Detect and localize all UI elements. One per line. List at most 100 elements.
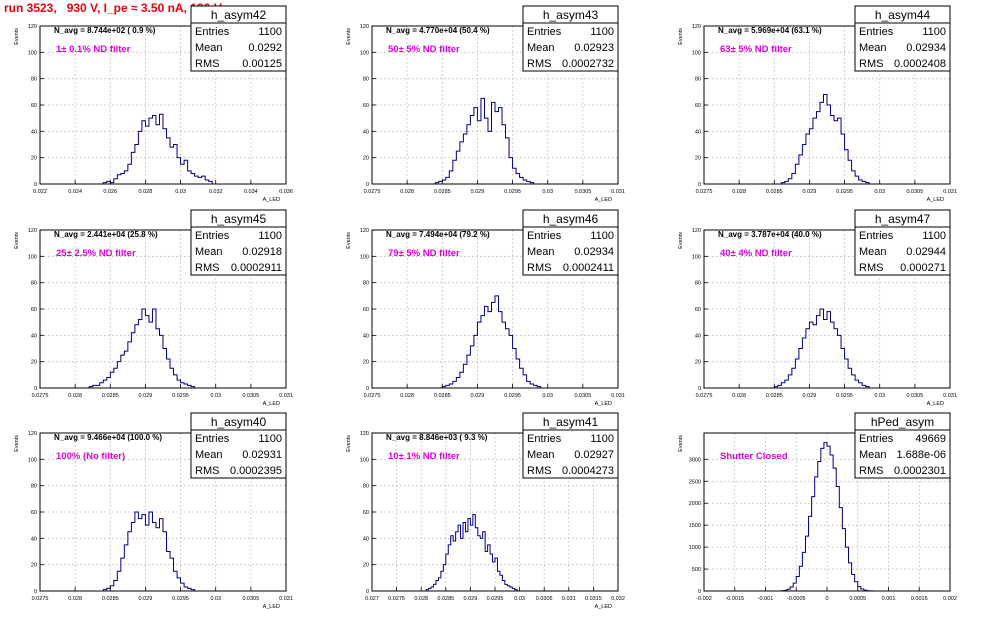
x-tick-label: 0.032 — [209, 189, 223, 195]
y-tick-label: 100 — [28, 50, 37, 56]
histogram-panel: 0.0275 0.028 0.0285 0.029 0.0295 0.03 0.0305 0.… — [678, 5, 957, 203]
histogram-panel: 0.027 0.0275 0.028 0.0285 0.029 0.0295 0.03 0.0… — [346, 412, 625, 610]
x-tick-label: 0.0295 — [172, 393, 189, 399]
stats-label: RMS — [527, 465, 551, 477]
stats-label: Mean — [859, 42, 887, 54]
y-tick-label: 100 — [360, 50, 369, 56]
histogram-series — [102, 113, 213, 184]
x-tick-label: 0.0015 — [911, 596, 928, 602]
x-tick-label: 0.03 — [542, 189, 553, 195]
stats-title: h_asym44 — [875, 8, 931, 22]
x-tick-label: 0.036 — [279, 189, 293, 195]
stats-box — [522, 5, 619, 72]
x-tick-label: 0.0315 — [585, 596, 602, 602]
x-tick-label: 0.031 — [562, 596, 576, 602]
histogram-series — [441, 295, 542, 388]
stats-value: 0.02934 — [906, 42, 946, 54]
histogram-series — [773, 308, 870, 388]
x-tick-label: 0.0295 — [487, 596, 504, 602]
filter-annotation: 50± 5% ND filter — [388, 44, 460, 55]
y-tick-label: 120 — [692, 24, 701, 30]
x-axis-label: A_LED — [263, 401, 280, 407]
y-tick-label: 80 — [31, 281, 37, 287]
stats-title: h_asym47 — [875, 212, 931, 226]
stats-label: RMS — [859, 465, 883, 477]
stats-value: 1100 — [922, 26, 946, 38]
y-tick-label: 40 — [31, 129, 37, 135]
x-tick-label: 0.0305 — [906, 189, 923, 195]
n-avg-annotation: N_avg = 4.770e+04 (50.4 %) — [386, 26, 490, 35]
stats-label: Entries — [527, 230, 562, 242]
x-tick-label: 0.028 — [139, 189, 153, 195]
histogram-series — [88, 308, 196, 388]
stats-label: RMS — [859, 262, 883, 274]
x-tick-label: 0.0285 — [434, 393, 451, 399]
stats-value: 0.02931 — [242, 449, 282, 461]
stats-box — [854, 412, 951, 479]
x-tick-label: 0.031 — [943, 189, 957, 195]
stats-label: RMS — [859, 58, 883, 70]
x-tick-label: 0.03 — [175, 189, 186, 195]
histogram-series — [434, 97, 535, 184]
stats-label: Mean — [195, 246, 223, 258]
x-tick-label: 0.032 — [611, 596, 625, 602]
y-tick-label: 2000 — [689, 501, 701, 507]
y-tick-label: 100 — [360, 254, 369, 260]
y-tick-label: 20 — [363, 156, 369, 162]
y-tick-label: 0 — [34, 589, 37, 595]
stats-value: 0.0002408 — [894, 58, 946, 70]
x-axis-label: A_LED — [595, 197, 612, 203]
stats-box — [190, 5, 287, 72]
n-avg-annotation: N_avg = 9.466e+04 (100.0 %) — [54, 433, 162, 442]
x-tick-label: 0.029 — [803, 393, 817, 399]
stats-label: Mean — [859, 449, 887, 461]
histogram-panel: 0.0275 0.028 0.0285 0.029 0.0295 0.03 0.0305 0.… — [14, 412, 293, 610]
y-tick-label: 100 — [28, 457, 37, 463]
stats-label: RMS — [195, 262, 219, 274]
x-tick-label: 0.03 — [874, 393, 885, 399]
stats-label: RMS — [527, 58, 551, 70]
y-tick-label: 2500 — [689, 479, 701, 485]
y-axis-label: Events — [678, 28, 684, 45]
stats-value: 0.0002732 — [562, 58, 614, 70]
y-axis-label: Events — [14, 435, 20, 452]
stats-title: h_asym43 — [543, 8, 599, 22]
x-tick-label: 0.031 — [611, 393, 625, 399]
x-tick-label: 0.028 — [400, 393, 414, 399]
x-tick-label: 0.028 — [68, 393, 82, 399]
stats-value: 1100 — [590, 433, 614, 445]
x-tick-label: 0.029 — [471, 393, 485, 399]
histogram-panel: 0.0275 0.028 0.0285 0.029 0.0295 0.03 0.0305 0.… — [346, 209, 625, 407]
stats-title: h_asym42 — [211, 8, 267, 22]
y-tick-label: 40 — [695, 129, 701, 135]
x-axis-label: A_LED — [927, 197, 944, 203]
x-axis-label: A_LED — [263, 197, 280, 203]
y-tick-label: 0 — [366, 589, 369, 595]
x-axis-label: A_LED — [595, 604, 612, 610]
y-tick-label: 120 — [360, 431, 369, 437]
stats-box — [190, 412, 287, 479]
x-tick-label: 0.0305 — [242, 393, 259, 399]
stats-box — [854, 209, 951, 276]
x-tick-label: 0.03 — [874, 189, 885, 195]
y-tick-label: 60 — [31, 307, 37, 313]
y-tick-label: 80 — [695, 281, 701, 287]
y-tick-label: 60 — [363, 510, 369, 516]
y-axis-label: Events — [346, 232, 352, 249]
stats-value: 1100 — [922, 230, 946, 242]
y-tick-label: 40 — [31, 536, 37, 542]
y-tick-label: 1500 — [689, 523, 701, 529]
y-tick-label: 20 — [31, 563, 37, 569]
y-tick-label: 100 — [692, 50, 701, 56]
stats-value: 0.02918 — [242, 246, 282, 258]
y-tick-label: 60 — [363, 307, 369, 313]
histogram-panel: 0.022 0.024 0.026 0.028 0.03 0.032 0.034 0.036 0… — [14, 5, 293, 203]
stats-title: h_asym41 — [543, 415, 599, 429]
x-axis-label: A_LED — [595, 401, 612, 407]
n-avg-annotation: N_avg = 7.494e+04 (79.2 %) — [386, 230, 490, 239]
y-tick-label: 120 — [692, 228, 701, 234]
x-tick-label: 0.0275 — [364, 393, 381, 399]
stats-value: 0.00125 — [242, 58, 282, 70]
stats-label: Mean — [195, 449, 223, 461]
